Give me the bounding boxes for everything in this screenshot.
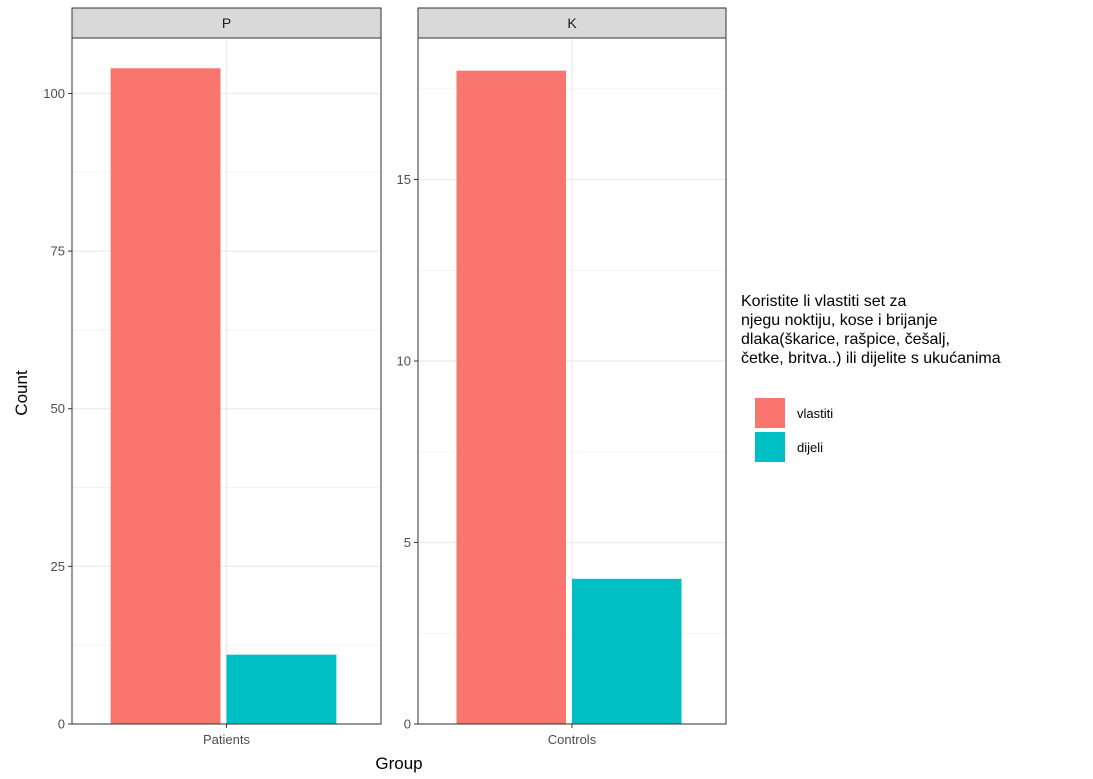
legend-title-line: dlaka(škarice, rašpice, češalj,: [741, 331, 950, 348]
y-tick-label: 10: [397, 354, 411, 369]
y-axis-title: Count: [12, 370, 31, 416]
legend-title-line: njegu noktiju, kose i brijanje: [741, 312, 938, 329]
legend-label-vlastiti: vlastiti: [797, 406, 833, 421]
legend-title-line: četke, britva..) ili dijelite s ukućanim…: [741, 350, 1001, 367]
y-tick-label: 0: [58, 717, 65, 732]
y-tick-label: 5: [404, 535, 411, 550]
x-axis-title: Group: [375, 754, 422, 773]
bar-dijeli-Patients: [226, 654, 337, 724]
y-tick-label: 15: [397, 172, 411, 187]
facet-panel-K: K 0 5 10 15 Controls: [397, 7, 727, 747]
y-tick-label: 25: [51, 559, 65, 574]
facet-strip: [71, 7, 382, 39]
bar-dijeli-Controls: [572, 578, 682, 724]
bar-vlastiti-Patients: [110, 68, 221, 724]
y-tick-label: 100: [43, 86, 65, 101]
facet-panels: P 0 25 50 75 100 Patients K 0 5 10 15 Controls: [43, 7, 727, 747]
y-tick-label: 50: [51, 401, 65, 416]
legend: Koristite li vlastiti set za njegu noktij…: [741, 293, 1001, 462]
y-tick-label: 0: [404, 717, 411, 732]
facet-strip-label: P: [222, 15, 231, 31]
y-tick-label: 75: [51, 244, 65, 259]
x-tick-label: Patients: [203, 732, 250, 747]
legend-key-vlastiti: [755, 398, 785, 428]
legend-title-line: Koristite li vlastiti set za: [741, 293, 906, 310]
x-tick-label: Controls: [548, 732, 597, 747]
legend-label-dijeli: dijeli: [797, 440, 823, 455]
facet-strip-label: K: [567, 15, 577, 31]
legend-key-dijeli: [755, 432, 785, 462]
bar-vlastiti-Controls: [456, 70, 566, 724]
facet-panel-P: P 0 25 50 75 100 Patients: [43, 7, 382, 747]
